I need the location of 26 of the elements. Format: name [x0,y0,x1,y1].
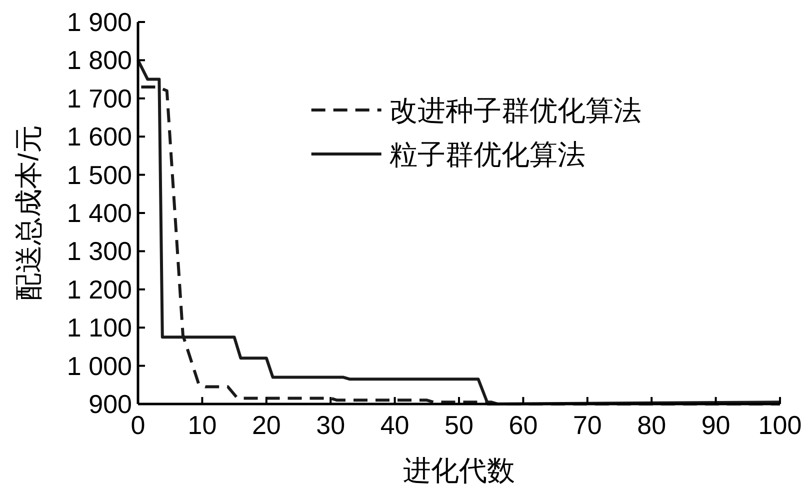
x-tick-label: 30 [316,410,346,440]
x-tick-label: 80 [637,410,666,440]
y-tick-label: 1 100 [66,312,132,343]
y-tick-label: 1 300 [66,236,132,266]
legend-label: 改进种子群优化算法 [389,95,642,126]
y-tick-label: 1 400 [66,198,132,228]
x-tick-label: 100 [758,410,802,440]
y-tick-label: 1 000 [66,350,132,381]
x-tick-label: 20 [252,410,281,440]
legend-label: 粒子群优化算法 [389,139,586,170]
y-tick-label: 1 800 [66,45,132,76]
x-tick-label: 40 [380,410,410,440]
y-tick-label: 1 900 [66,7,132,37]
y-tick-label: 1 500 [66,160,132,190]
x-tick-label: 0 [130,410,146,440]
x-axis-title: 进化代数 [403,455,515,486]
y-tick-label: 1 700 [66,83,132,114]
y-axis-title: 配送总成本/元 [13,125,44,301]
x-tick-label: 10 [188,410,217,440]
y-tick-label: 1 600 [66,122,132,152]
x-tick-label: 50 [444,410,474,440]
x-tick-label: 60 [508,410,538,440]
x-tick-label: 90 [701,410,730,440]
y-tick-label: 900 [88,389,132,419]
x-tick-label: 70 [572,410,602,440]
y-tick-label: 1 200 [66,274,132,304]
